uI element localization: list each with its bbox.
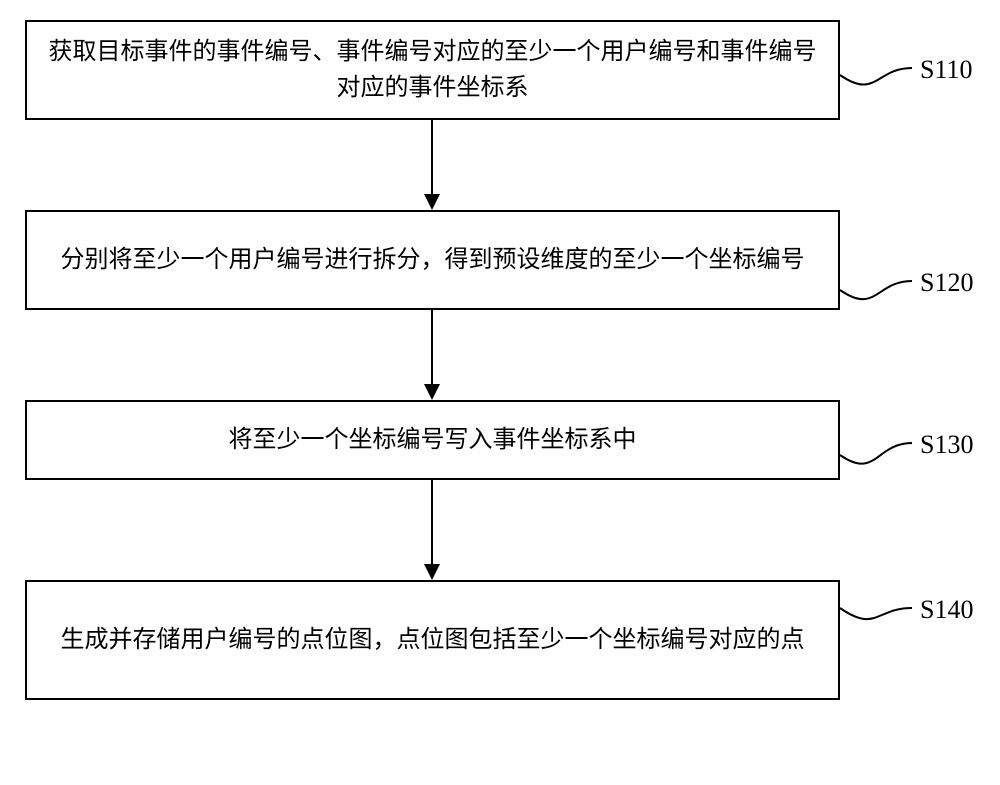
flow-step-text: 将至少一个坐标编号写入事件坐标系中	[229, 422, 637, 458]
callout-s140	[836, 578, 916, 638]
arrow-1	[420, 310, 444, 400]
flowchart-canvas: 获取目标事件的事件编号、事件编号对应的至少一个用户编号和事件编号对应的事件坐标系…	[0, 0, 1000, 785]
flow-step-s140: 生成并存储用户编号的点位图，点位图包括至少一个坐标编号对应的点	[25, 580, 840, 700]
step-label-s120: S120	[920, 268, 973, 298]
callout-s110	[836, 38, 916, 105]
arrow-2	[420, 480, 444, 580]
step-label-s110: S110	[920, 55, 973, 85]
flow-step-text: 获取目标事件的事件编号、事件编号对应的至少一个用户编号和事件编号对应的事件坐标系	[47, 34, 818, 106]
flow-step-text: 生成并存储用户编号的点位图，点位图包括至少一个坐标编号对应的点	[61, 622, 805, 658]
flow-step-s120: 分别将至少一个用户编号进行拆分，得到预设维度的至少一个坐标编号	[25, 210, 840, 310]
flow-step-s130: 将至少一个坐标编号写入事件坐标系中	[25, 400, 840, 480]
callout-s130	[836, 413, 916, 485]
arrow-0	[420, 120, 444, 210]
step-label-s140: S140	[920, 595, 973, 625]
step-label-s130: S130	[920, 430, 973, 460]
flow-step-s110: 获取目标事件的事件编号、事件编号对应的至少一个用户编号和事件编号对应的事件坐标系	[25, 20, 840, 120]
callout-s120	[836, 251, 916, 320]
flow-step-text: 分别将至少一个用户编号进行拆分，得到预设维度的至少一个坐标编号	[61, 242, 805, 278]
